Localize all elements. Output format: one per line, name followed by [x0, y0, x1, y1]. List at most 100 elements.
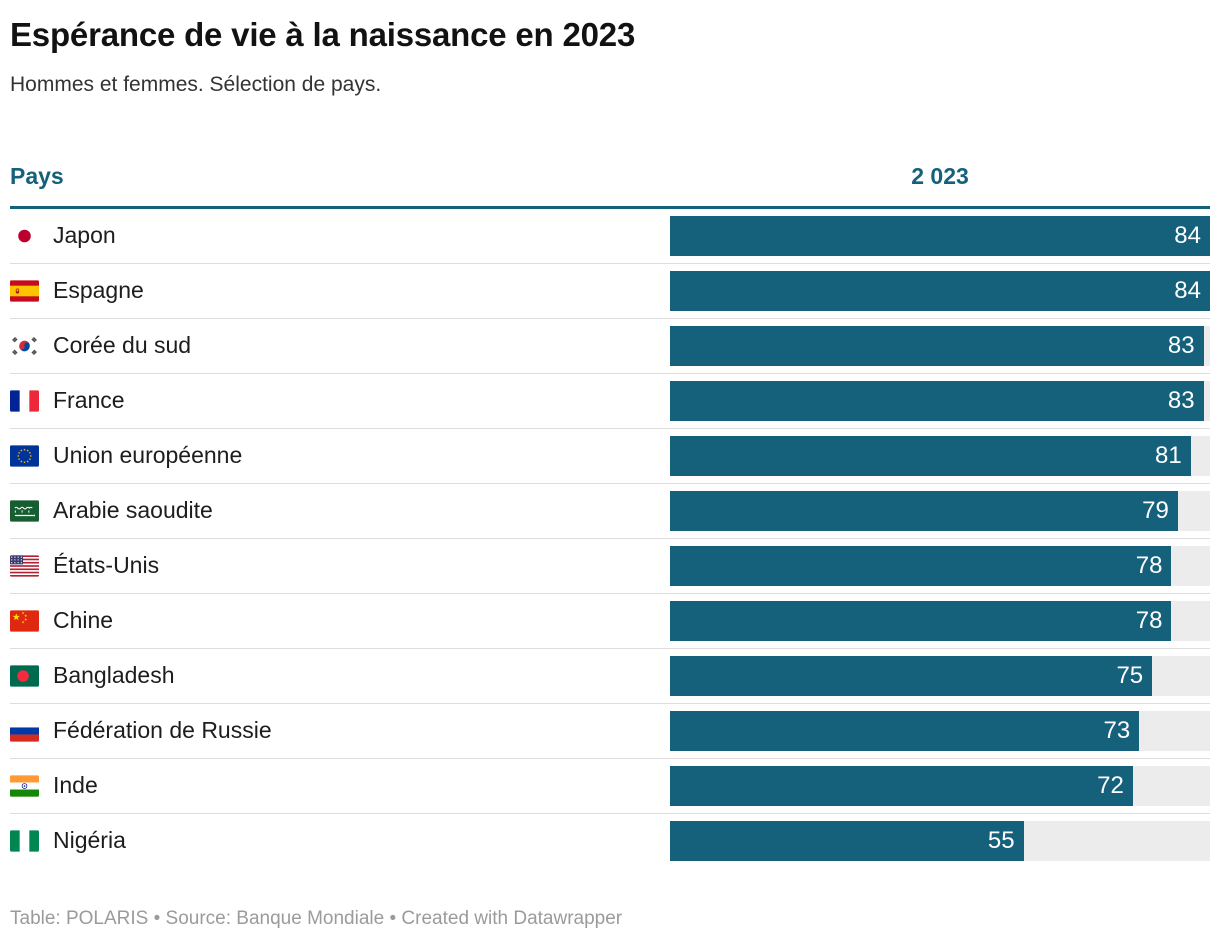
column-header-2023[interactable]: 2 023: [911, 162, 969, 189]
bar-value-label: 83: [1167, 331, 1195, 359]
bar-track: 84: [670, 270, 1210, 311]
bar-cell: 78: [670, 545, 1210, 586]
bar-cell: 78: [670, 600, 1210, 641]
bar-cell: 84: [670, 270, 1210, 311]
bar-track: 83: [670, 325, 1210, 366]
bar-value-label: 72: [1097, 771, 1124, 799]
flag-japan-icon: [10, 224, 39, 247]
table-row: Japon 84: [10, 209, 1210, 264]
chart-subtitle: Hommes et femmes. Sélection de pays.: [10, 73, 382, 97]
bar: 75: [670, 655, 1153, 696]
table-row: Bangladesh 75: [10, 649, 1210, 704]
country-cell: Arabie saoudite: [10, 497, 670, 524]
bar-value-label: 83: [1167, 386, 1195, 414]
bar: 84: [670, 215, 1210, 256]
country-name: Arabie saoudite: [53, 497, 213, 524]
table-row: Fédération de Russie 73: [10, 704, 1210, 759]
bar-cell: 83: [670, 380, 1210, 421]
column-header-country[interactable]: Pays: [10, 162, 64, 189]
bar: 78: [670, 545, 1172, 586]
country-name: Corée du sud: [53, 332, 192, 359]
bar: 81: [670, 435, 1191, 476]
bar-cell: 55: [670, 820, 1210, 861]
page-title: Espérance de vie à la naissance en 2023: [10, 16, 636, 53]
country-name: Nigéria: [53, 827, 126, 854]
table-row: Arabie saoudite 79: [10, 484, 1210, 539]
country-cell: Chine: [10, 607, 670, 634]
bar-value-label: 78: [1135, 551, 1163, 579]
bar-track: 73: [670, 710, 1210, 751]
bar-cell: 73: [670, 710, 1210, 751]
flag-france-icon: [10, 389, 39, 412]
bar-track: 72: [670, 765, 1210, 806]
flag-china-icon: [10, 609, 39, 632]
table-row: Inde 72: [10, 759, 1210, 814]
country-name: Chine: [53, 607, 114, 634]
bar-value-label: 84: [1174, 221, 1201, 249]
bar-value-label: 75: [1116, 661, 1144, 689]
country-cell: Union européenne: [10, 442, 670, 469]
country-cell: Nigéria: [10, 827, 670, 854]
bar-cell: 81: [670, 435, 1210, 476]
bar: 78: [670, 600, 1172, 641]
table-row: Union européenne 81: [10, 429, 1210, 484]
bar-cell: 75: [670, 655, 1210, 696]
flag-usa-icon: [10, 554, 39, 577]
country-cell: États-Unis: [10, 552, 670, 579]
country-cell: Inde: [10, 772, 670, 799]
country-cell: France: [10, 387, 670, 414]
bar-value-label: 81: [1155, 441, 1182, 469]
country-name: Espagne: [53, 277, 144, 304]
country-table: Japon 84 Espagne 84 Corée du sud: [10, 209, 1210, 868]
country-name: Japon: [53, 222, 116, 249]
country-cell: Fédération de Russie: [10, 717, 670, 744]
bar-cell: 72: [670, 765, 1210, 806]
bar-track: 55: [670, 820, 1210, 861]
bar-track: 78: [670, 545, 1210, 586]
country-cell: Japon: [10, 222, 670, 249]
bar-value-label: 84: [1174, 276, 1201, 304]
flag-bangladesh-icon: [10, 664, 39, 687]
bar: 72: [670, 765, 1133, 806]
country-cell: Corée du sud: [10, 332, 670, 359]
table-row: Corée du sud 83: [10, 319, 1210, 374]
country-name: Inde: [53, 772, 98, 799]
bar: 73: [670, 710, 1140, 751]
bar-track: 83: [670, 380, 1210, 421]
bar-track: 81: [670, 435, 1210, 476]
bar: 83: [670, 325, 1204, 366]
flag-nigeria-icon: [10, 829, 39, 852]
header-rule: [10, 205, 1210, 209]
table-row: Espagne 84: [10, 264, 1210, 319]
bar: 84: [670, 270, 1210, 311]
bar-value-label: 78: [1135, 606, 1163, 634]
bar: 79: [670, 490, 1178, 531]
country-name: Union européenne: [53, 442, 243, 469]
bar-track: 84: [670, 215, 1210, 256]
bar-track: 78: [670, 600, 1210, 641]
flag-russia-icon: [10, 719, 39, 742]
country-name: États-Unis: [53, 552, 160, 579]
bar-value-label: 79: [1142, 496, 1169, 524]
footer-credits: Table: POLARIS • Source: Banque Mondiale…: [10, 907, 623, 929]
country-name: Bangladesh: [53, 662, 175, 689]
flag-india-icon: [10, 774, 39, 797]
country-cell: Bangladesh: [10, 662, 670, 689]
country-cell: Espagne: [10, 277, 670, 304]
bar-cell: 83: [670, 325, 1210, 366]
country-name: Fédération de Russie: [53, 717, 272, 744]
table-row: Chine 78: [10, 594, 1210, 649]
bar-value-label: 73: [1103, 716, 1131, 744]
bar: 55: [670, 820, 1024, 861]
flag-spain-icon: [10, 279, 39, 302]
flag-eu-icon: [10, 444, 39, 467]
bar-track: 79: [670, 490, 1210, 531]
bar-cell: 79: [670, 490, 1210, 531]
bar-track: 75: [670, 655, 1210, 696]
bar-value-label: 55: [987, 826, 1015, 854]
table-row: France 83: [10, 374, 1210, 429]
flag-saudi-arabia-icon: [10, 499, 39, 522]
bar: 83: [670, 380, 1204, 421]
table-header: Pays 2 023: [10, 163, 1210, 190]
table-row: États-Unis 78: [10, 539, 1210, 594]
